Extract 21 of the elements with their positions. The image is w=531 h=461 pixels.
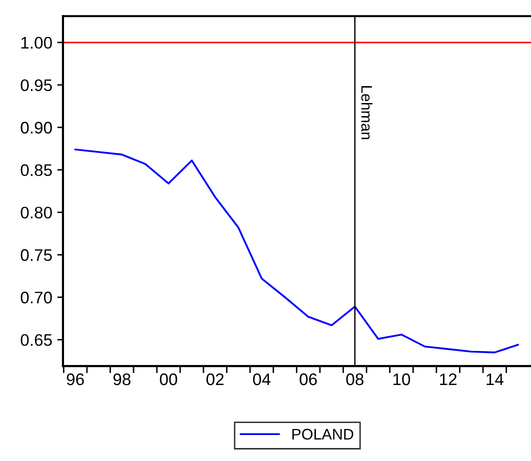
y-tick-label: 0.80 xyxy=(20,206,52,219)
legend-label: POLAND xyxy=(292,428,354,440)
y-tick-label: 0.95 xyxy=(20,79,52,92)
x-tick-label: 00 xyxy=(160,373,178,386)
x-tick-label: 12 xyxy=(440,373,456,386)
y-tick-label: 0.90 xyxy=(20,122,52,134)
y-tick-label: 0.70 xyxy=(20,292,52,304)
line-series xyxy=(74,148,519,354)
y-tick-label: 1.00 xyxy=(21,36,52,49)
y-tick-label: 0.75 xyxy=(20,249,52,261)
x-tick-label: 04 xyxy=(253,373,270,386)
x-tick-label: 08 xyxy=(346,373,364,386)
x-tick-label: 10 xyxy=(393,373,410,386)
y-tick-label: 0.85 xyxy=(20,164,52,176)
x-tick-label: 02 xyxy=(206,373,224,386)
x-tick-label: 14 xyxy=(486,374,504,386)
x-tick-label: 96 xyxy=(66,373,84,386)
x-tick-label: 06 xyxy=(300,373,317,386)
y-tick-label: 0.65 xyxy=(20,334,52,346)
ref-line-label: Lehman xyxy=(361,86,372,140)
x-tick-label: 98 xyxy=(113,373,130,386)
